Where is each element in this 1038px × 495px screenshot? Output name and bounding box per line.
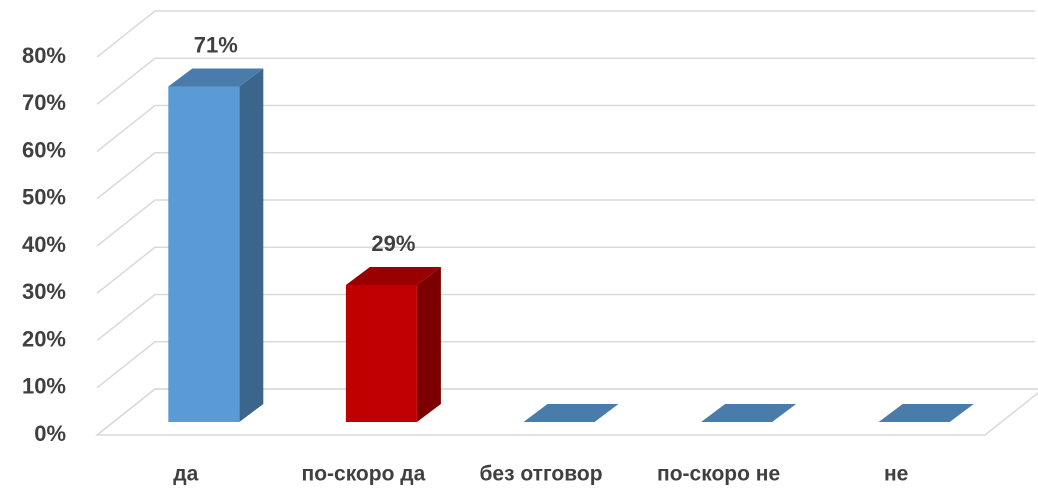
y-tick-label: 70% xyxy=(22,90,66,115)
bar-top xyxy=(523,404,619,422)
y-tick-label: 10% xyxy=(22,374,66,399)
bar xyxy=(345,284,417,422)
data-label: 29% xyxy=(371,231,415,256)
bar-side xyxy=(416,266,441,422)
grid-line xyxy=(96,388,1035,436)
x-tick-label: не xyxy=(884,463,908,486)
bar-top xyxy=(878,404,974,422)
y-tick-label: 60% xyxy=(22,137,66,162)
y-tick-label: 20% xyxy=(22,326,66,351)
y-tick-label: 0% xyxy=(34,421,66,446)
y-tick-label: 50% xyxy=(22,185,66,210)
grid-line xyxy=(96,152,1035,200)
y-tick-label: 80% xyxy=(22,43,66,68)
grid-line xyxy=(96,246,1035,294)
bar xyxy=(168,86,240,423)
x-tick-label: по-скоро да xyxy=(302,463,426,486)
bar-top xyxy=(345,266,441,285)
y-tick-label: 30% xyxy=(22,279,66,304)
x-tick-label: без отговор xyxy=(479,463,602,486)
grid-line xyxy=(96,199,1035,247)
bar-top xyxy=(168,68,264,87)
grid-line xyxy=(96,293,1035,342)
grid-line xyxy=(96,57,1035,105)
x-tick-label: по-скоро не xyxy=(657,463,780,486)
grid-line xyxy=(96,341,1035,389)
y-tick-label: 40% xyxy=(22,232,66,257)
grid-line xyxy=(96,104,1035,153)
bar-side xyxy=(239,68,264,423)
bar-top xyxy=(701,404,797,422)
grid-line xyxy=(96,10,1035,58)
data-label: 71% xyxy=(194,32,238,57)
x-tick-label: да xyxy=(173,463,198,486)
